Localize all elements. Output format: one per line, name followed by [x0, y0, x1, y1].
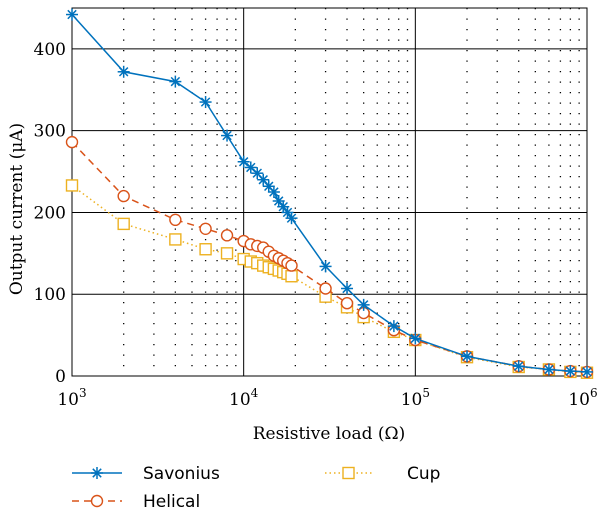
data-point-savonius [341, 282, 354, 295]
data-point-savonius [117, 65, 130, 78]
plot-frame [71, 7, 588, 377]
legend-entry-cup: Cup [325, 464, 440, 484]
y-axis-label: Output current (μA) [7, 123, 27, 295]
data-point-savonius [357, 298, 370, 311]
x-axis-ticks: 103 104 105 106 [57, 386, 597, 410]
data-point-savonius [512, 360, 525, 373]
series-layer [65, 8, 594, 379]
data-point-savonius [237, 155, 250, 168]
data-point-savonius [387, 320, 400, 333]
data-point-savonius [281, 206, 294, 219]
legend-marker-cup [342, 466, 355, 480]
data-point-savonius [285, 212, 298, 225]
x-tick-label: 105 [401, 386, 430, 410]
series-helical [65, 135, 594, 379]
series-line-cup [71, 184, 588, 374]
data-point-helical [285, 259, 298, 272]
data-point-savonius [267, 186, 280, 198]
y-tick-label: 200 [34, 203, 66, 223]
data-point-cup [169, 233, 182, 246]
data-point-savonius [169, 75, 182, 88]
major-gridlines [71, 8, 588, 377]
y-tick-label: 100 [34, 285, 66, 305]
data-point-cup [199, 243, 212, 256]
y-tick-label: 300 [34, 122, 66, 142]
y-axis-ticks: 0 100 200 300 400 [34, 40, 66, 387]
data-point-helical [199, 222, 212, 236]
y-tick-label: 400 [34, 40, 66, 60]
legend-label-savonius: Savonius [143, 464, 220, 484]
data-point-savonius [564, 365, 577, 378]
data-point-helical [340, 297, 354, 310]
x-tick-label: 104 [229, 386, 259, 410]
series-savonius [66, 8, 593, 378]
x-tick-label: 106 [568, 386, 597, 410]
data-point-savonius [199, 96, 212, 109]
data-point-savonius [277, 200, 290, 213]
data-point-helical [169, 213, 182, 227]
data-point-cup [285, 270, 298, 283]
legend-label-helical: Helical [143, 492, 200, 510]
data-point-helical [65, 135, 79, 149]
data-point-helical [319, 282, 332, 295]
data-point-savonius [542, 363, 555, 376]
data-point-savonius [221, 129, 234, 142]
series-cup [65, 179, 594, 379]
data-point-cup [65, 179, 79, 192]
legend: Savonius Helical Cup [72, 464, 440, 510]
data-point-savonius [461, 350, 474, 363]
minor-gridlines [123, 8, 580, 376]
data-point-savonius [409, 332, 422, 345]
series-line-helical [71, 141, 588, 373]
legend-marker-savonius [91, 467, 103, 479]
data-point-helical [117, 189, 130, 203]
data-point-savonius [319, 260, 332, 273]
x-axis-label: Resistive load (Ω) [253, 424, 406, 444]
legend-marker-helical [90, 494, 104, 508]
data-point-savonius [581, 365, 593, 378]
data-point-cup [117, 217, 130, 231]
legend-entry-savonius: Savonius [72, 464, 220, 484]
series-line-savonius [71, 13, 588, 373]
legend-label-cup: Cup [407, 464, 440, 484]
data-point-helical [220, 229, 234, 242]
legend-entry-helical: Helical [72, 492, 200, 510]
data-point-savonius [66, 8, 78, 21]
data-point-cup [220, 247, 234, 260]
x-tick-label: 103 [57, 386, 86, 410]
y-tick-label: 0 [55, 367, 66, 387]
